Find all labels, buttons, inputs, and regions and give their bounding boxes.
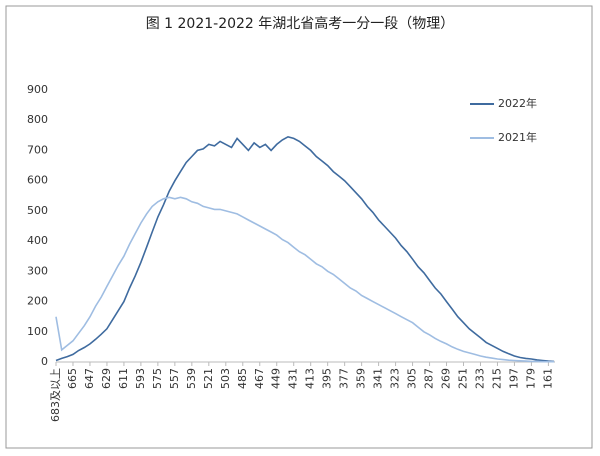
x-tick-label: 467 — [253, 368, 266, 389]
x-tick-label: 575 — [151, 368, 164, 389]
x-tick-label: 251 — [457, 368, 470, 389]
x-tick-label: 359 — [355, 368, 368, 389]
x-tick-label: 197 — [507, 368, 520, 389]
y-tick-label: 600 — [27, 174, 48, 187]
series-line — [55, 196, 555, 363]
y-tick-label: 200 — [27, 295, 48, 308]
x-tick-label: 431 — [287, 368, 300, 389]
y-tick-label: 800 — [27, 113, 48, 126]
x-tick-label: 647 — [83, 368, 96, 389]
x-tick-label: 377 — [338, 368, 351, 389]
legend-label: 2022年 — [498, 96, 537, 110]
y-tick-label: 400 — [27, 234, 48, 247]
x-tick-label: 323 — [389, 368, 402, 389]
y-tick-label: 700 — [27, 143, 48, 156]
series-line — [55, 135, 555, 363]
chart-title: 图 1 2021-2022 年湖北省高考一分一段（物理） — [146, 15, 455, 32]
x-tick-label: 179 — [524, 368, 537, 389]
x-tick-label: 611 — [117, 368, 130, 389]
x-tick-label: 593 — [134, 368, 147, 389]
y-tick-label: 100 — [27, 325, 48, 338]
x-tick-label: 233 — [473, 368, 486, 389]
x-tick-label: 683及以上 — [49, 368, 62, 422]
x-tick-label: 539 — [185, 368, 198, 389]
x-tick-label: 629 — [100, 368, 113, 389]
x-tick-label: 287 — [423, 368, 436, 389]
legend-label: 2021年 — [498, 130, 537, 144]
x-tick-label: 521 — [202, 368, 215, 389]
x-tick-label: 665 — [66, 368, 79, 389]
x-tick-label: 395 — [321, 368, 334, 389]
x-tick-label: 215 — [490, 368, 503, 389]
x-tick-label: 449 — [270, 368, 283, 389]
y-tick-label: 0 — [41, 355, 48, 368]
x-tick-label: 557 — [168, 368, 181, 389]
y-tick-label: 900 — [27, 83, 48, 96]
chart-frame — [5, 5, 593, 449]
x-tick-label: 305 — [406, 368, 419, 389]
x-tick-label: 341 — [372, 368, 385, 389]
y-tick-label: 500 — [27, 204, 48, 217]
x-tick-label: 269 — [440, 368, 453, 389]
x-tick-label: 413 — [304, 368, 317, 389]
y-tick-label: 300 — [27, 264, 48, 277]
x-tick-label: 503 — [219, 368, 232, 389]
x-tick-label: 485 — [236, 368, 249, 389]
x-tick-label: 161 — [541, 368, 554, 389]
